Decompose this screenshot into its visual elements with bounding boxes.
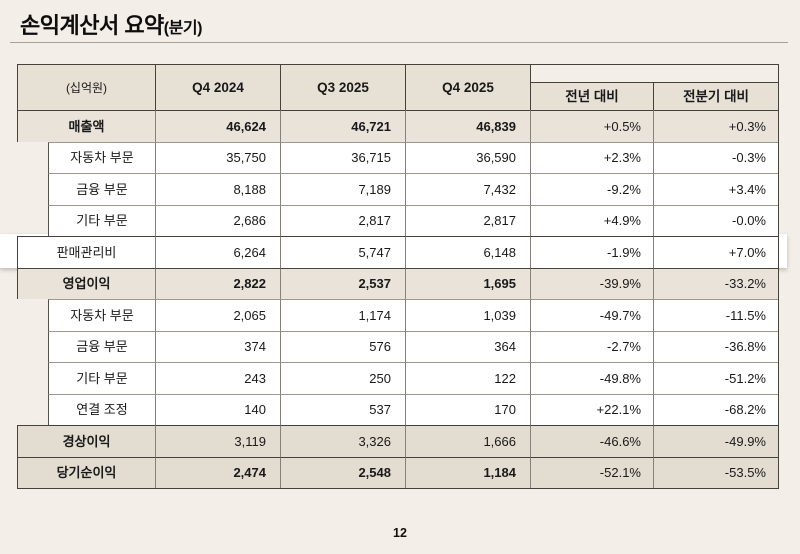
row-label: 영업이익 <box>17 267 155 299</box>
delta-cell: -9.2% <box>530 173 653 205</box>
delta-cell: -36.8% <box>653 330 778 362</box>
value-cell: 576 <box>280 330 405 362</box>
value-cell: 2,474 <box>155 456 280 488</box>
row-label: 자동차 부문 <box>48 299 155 331</box>
delta-cell: +0.3% <box>653 110 778 142</box>
delta-cell: +3.4% <box>653 173 778 205</box>
delta-cell: +2.3% <box>530 141 653 173</box>
slide-title-text: 손익계산서 요약 <box>20 13 164 38</box>
value-cell: 2,686 <box>155 204 280 236</box>
row-indent <box>17 331 48 363</box>
value-cell: 2,548 <box>280 456 405 488</box>
row-indent <box>17 299 48 331</box>
value-cell: 46,624 <box>155 110 280 142</box>
value-cell: 2,817 <box>280 204 405 236</box>
delta-cell: -2.7% <box>530 330 653 362</box>
value-cell: 2,822 <box>155 267 280 299</box>
delta-cell: -49.9% <box>653 425 778 457</box>
value-cell: 36,715 <box>280 141 405 173</box>
delta-cell: -39.9% <box>530 267 653 299</box>
row-indent <box>17 142 48 174</box>
delta-cell: -0.0% <box>653 204 778 236</box>
delta-cell: +4.9% <box>530 204 653 236</box>
value-cell: 1,695 <box>405 267 530 299</box>
value-cell: 537 <box>280 393 405 425</box>
row-indent <box>17 394 48 426</box>
column-header-q4-2024: Q4 2024 <box>155 64 280 110</box>
column-header-yoy-label: 전년 대비 <box>531 82 653 110</box>
row-label: 금융 부문 <box>48 173 155 205</box>
delta-cell: +7.0% <box>653 236 778 268</box>
delta-cell: -53.5% <box>653 456 778 488</box>
delta-cell: -11.5% <box>653 299 778 331</box>
value-cell: 3,326 <box>280 425 405 457</box>
value-cell: 122 <box>405 362 530 394</box>
column-header-q3-2025: Q3 2025 <box>280 64 405 110</box>
row-label: 기타 부문 <box>48 204 155 236</box>
value-cell: 2,817 <box>405 204 530 236</box>
value-cell: 6,264 <box>155 236 280 268</box>
value-cell: 7,189 <box>280 173 405 205</box>
value-cell: 7,432 <box>405 173 530 205</box>
delta-cell: -33.2% <box>653 267 778 299</box>
income-statement-table: (십억원) Q4 2024 Q3 2025 Q4 2025 전년 대비 전분기 … <box>17 64 779 489</box>
value-cell: 8,188 <box>155 173 280 205</box>
value-cell: 140 <box>155 393 280 425</box>
value-cell: 5,747 <box>280 236 405 268</box>
value-cell: 243 <box>155 362 280 394</box>
column-header-yoy: 전년 대비 <box>530 64 653 110</box>
value-cell: 1,184 <box>405 456 530 488</box>
value-cell: 170 <box>405 393 530 425</box>
value-cell: 2,065 <box>155 299 280 331</box>
row-label: 금융 부문 <box>48 330 155 362</box>
value-cell: 6,148 <box>405 236 530 268</box>
value-cell: 364 <box>405 330 530 362</box>
row-label: 당기순이익 <box>17 456 155 488</box>
row-label: 연결 조정 <box>48 393 155 425</box>
delta-cell: -49.7% <box>530 299 653 331</box>
value-cell: 374 <box>155 330 280 362</box>
delta-cell: -49.8% <box>530 362 653 394</box>
row-label: 경상이익 <box>17 425 155 457</box>
title-divider <box>10 42 788 43</box>
delta-cell: -52.1% <box>530 456 653 488</box>
row-label: 판매관리비 <box>17 236 155 268</box>
delta-cell: -46.6% <box>530 425 653 457</box>
row-label: 자동차 부문 <box>48 141 155 173</box>
row-indent <box>17 362 48 394</box>
value-cell: 250 <box>280 362 405 394</box>
value-cell: 36,590 <box>405 141 530 173</box>
value-cell: 1,174 <box>280 299 405 331</box>
delta-cell: -51.2% <box>653 362 778 394</box>
row-indent <box>17 173 48 205</box>
unit-header: (십억원) <box>17 64 155 110</box>
slide-title-suffix: (분기) <box>163 20 203 37</box>
row-indent <box>17 205 48 237</box>
value-cell: 1,039 <box>405 299 530 331</box>
delta-cell: -68.2% <box>653 393 778 425</box>
value-cell: 1,666 <box>405 425 530 457</box>
row-label: 기타 부문 <box>48 362 155 394</box>
delta-cell: -0.3% <box>653 141 778 173</box>
value-cell: 35,750 <box>155 141 280 173</box>
delta-cell: +22.1% <box>530 393 653 425</box>
delta-cell: -1.9% <box>530 236 653 268</box>
slide-title: 손익계산서 요약(분기) <box>20 8 202 40</box>
column-header-qoq: 전분기 대비 <box>653 64 778 110</box>
delta-cell: +0.5% <box>530 110 653 142</box>
value-cell: 46,839 <box>405 110 530 142</box>
value-cell: 3,119 <box>155 425 280 457</box>
value-cell: 46,721 <box>280 110 405 142</box>
value-cell: 2,537 <box>280 267 405 299</box>
page-number: 12 <box>393 526 407 540</box>
row-label: 매출액 <box>17 110 155 142</box>
column-header-q4-2025: Q4 2025 <box>405 64 530 110</box>
column-header-qoq-label: 전분기 대비 <box>653 82 778 110</box>
